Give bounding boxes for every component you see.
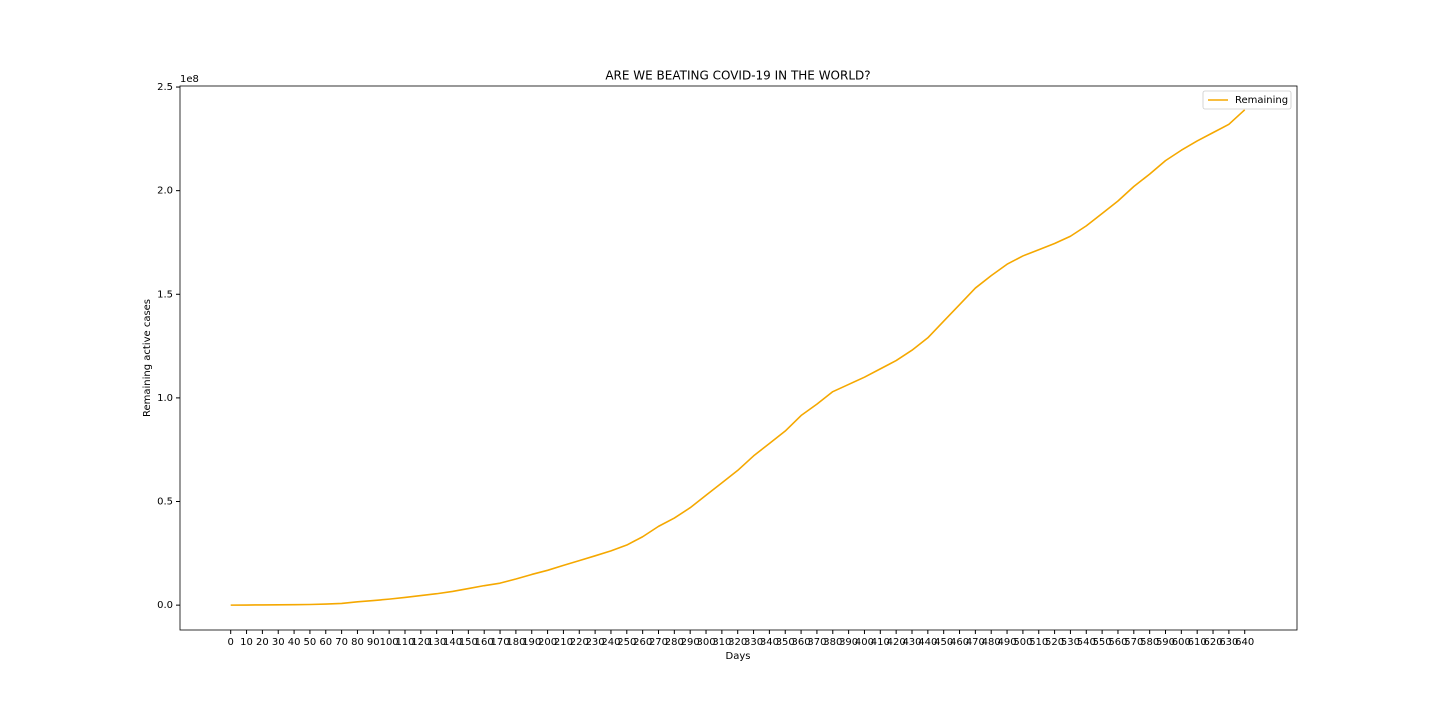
x-tick-label: 600 bbox=[1172, 637, 1191, 648]
x-tick-label: 350 bbox=[776, 637, 795, 648]
x-axis-label: Days bbox=[726, 651, 751, 662]
legend-label: Remaining bbox=[1235, 95, 1288, 106]
plot-frame bbox=[179, 85, 1298, 631]
x-tick-label: 90 bbox=[367, 637, 380, 648]
x-tick-label: 490 bbox=[998, 637, 1017, 648]
x-tick-label: 450 bbox=[934, 637, 953, 648]
x-tick-label: 20 bbox=[256, 637, 269, 648]
y-tick-label: 0.5 bbox=[157, 497, 173, 508]
x-tick-label: 310 bbox=[712, 637, 731, 648]
x-tick-label: 0 bbox=[228, 637, 234, 648]
x-tick-label: 220 bbox=[570, 637, 589, 648]
x-tick-label: 70 bbox=[335, 637, 348, 648]
x-tick-label: 410 bbox=[871, 637, 890, 648]
x-tick-label: 620 bbox=[1203, 637, 1222, 648]
x-tick-label: 300 bbox=[696, 637, 715, 648]
x-tick-label: 250 bbox=[617, 637, 636, 648]
y-axis-label: Remaining active cases bbox=[142, 299, 153, 417]
x-tick-label: 280 bbox=[665, 637, 684, 648]
x-tick-label: 590 bbox=[1156, 637, 1175, 648]
chart-title: ARE WE BEATING COVID-19 IN THE WORLD? bbox=[605, 69, 870, 83]
x-tick-label: 330 bbox=[744, 637, 763, 648]
x-tick-label: 120 bbox=[411, 637, 430, 648]
x-tick-label: 480 bbox=[982, 637, 1001, 648]
y-offset-label: 1e8 bbox=[180, 74, 199, 85]
x-tick-label: 540 bbox=[1077, 637, 1096, 648]
x-tick-label: 260 bbox=[633, 637, 652, 648]
x-tick-label: 160 bbox=[475, 637, 494, 648]
y-tick-label: 1.5 bbox=[157, 289, 173, 300]
x-tick-label: 420 bbox=[887, 637, 906, 648]
x-tick-label: 130 bbox=[427, 637, 446, 648]
x-tick-label: 60 bbox=[319, 637, 332, 648]
x-tick-label: 510 bbox=[1029, 637, 1048, 648]
x-tick-label: 460 bbox=[950, 637, 969, 648]
x-tick-label: 200 bbox=[538, 637, 557, 648]
x-tick-label: 50 bbox=[304, 637, 317, 648]
x-tick-label: 400 bbox=[855, 637, 874, 648]
x-tick-label: 570 bbox=[1124, 637, 1143, 648]
x-tick-label: 630 bbox=[1219, 637, 1238, 648]
x-tick-label: 240 bbox=[601, 637, 620, 648]
x-tick-label: 100 bbox=[380, 637, 399, 648]
x-tick-label: 380 bbox=[823, 637, 842, 648]
x-tick-label: 340 bbox=[760, 637, 779, 648]
y-tick-label: 2.5 bbox=[157, 82, 173, 93]
y-tick-label: 0.0 bbox=[157, 600, 173, 611]
x-tick-label: 180 bbox=[506, 637, 525, 648]
x-tick-label: 530 bbox=[1061, 637, 1080, 648]
line-series bbox=[230, 109, 1246, 606]
y-tick-label: 2.0 bbox=[157, 186, 173, 197]
x-tick-label: 440 bbox=[918, 637, 937, 648]
y-tick-label: 1.0 bbox=[157, 393, 173, 404]
x-tick-label: 320 bbox=[728, 637, 747, 648]
x-tick-label: 500 bbox=[1013, 637, 1032, 648]
x-tick-label: 290 bbox=[681, 637, 700, 648]
x-tick-label: 150 bbox=[459, 637, 478, 648]
x-tick-label: 580 bbox=[1140, 637, 1159, 648]
x-tick-label: 610 bbox=[1188, 637, 1207, 648]
x-tick-label: 80 bbox=[351, 637, 364, 648]
x-tick-label: 110 bbox=[395, 637, 414, 648]
x-tick-label: 430 bbox=[902, 637, 921, 648]
x-tick-label: 30 bbox=[272, 637, 285, 648]
x-tick-label: 10 bbox=[240, 637, 253, 648]
x-tick-label: 560 bbox=[1108, 637, 1127, 648]
x-tick-label: 230 bbox=[586, 637, 605, 648]
x-tick-label: 470 bbox=[966, 637, 985, 648]
x-tick-label: 390 bbox=[839, 637, 858, 648]
x-tick-label: 270 bbox=[649, 637, 668, 648]
x-tick-label: 190 bbox=[522, 637, 541, 648]
x-tick-label: 360 bbox=[792, 637, 811, 648]
x-tick-label: 140 bbox=[443, 637, 462, 648]
x-tick-label: 640 bbox=[1235, 637, 1254, 648]
x-tick-label: 40 bbox=[288, 637, 301, 648]
x-tick-label: 520 bbox=[1045, 637, 1064, 648]
x-tick-label: 170 bbox=[491, 637, 510, 648]
x-tick-label: 550 bbox=[1093, 637, 1112, 648]
x-tick-label: 210 bbox=[554, 637, 573, 648]
legend-box bbox=[1202, 90, 1292, 110]
x-tick-label: 370 bbox=[807, 637, 826, 648]
